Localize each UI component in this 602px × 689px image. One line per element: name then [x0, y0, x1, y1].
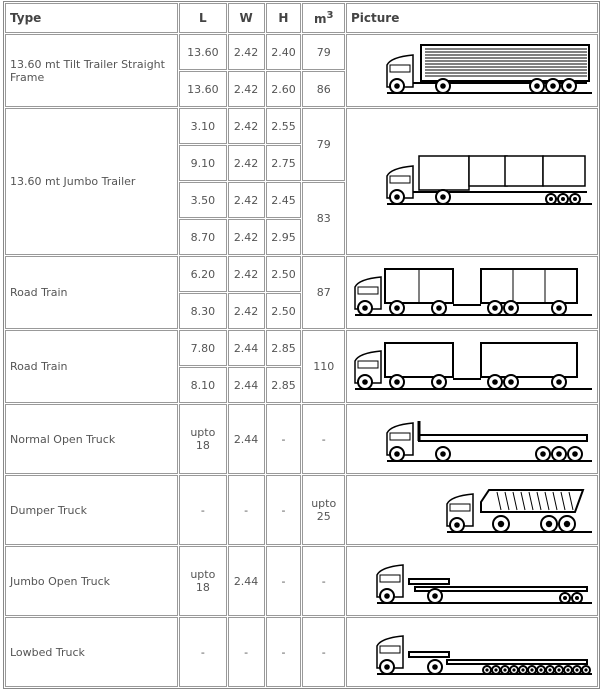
volume-cell: - [302, 404, 345, 474]
length-cell: 6.20 [179, 256, 227, 292]
width-cell: 2.42 [227, 145, 265, 181]
table-row: Road Train 7.80 2.44 2.85 110 [5, 330, 598, 403]
height-cell: 2.60 [265, 71, 302, 107]
volume-cell: - [302, 617, 345, 687]
height-cell: 2.50 [265, 256, 302, 292]
length-cell: 13.60 [179, 71, 227, 107]
height-cell: - [265, 617, 302, 687]
dumper-truck-icon [346, 475, 598, 545]
header-picture: Picture [346, 3, 598, 33]
height-cell: 2.95 [265, 219, 302, 255]
volume-cell: 83 [302, 182, 345, 255]
width-cell: 2.44 [227, 404, 265, 474]
road-train-curtain-truck-icon [346, 330, 598, 403]
length-cell: 13.60 [179, 34, 227, 70]
table-row: 13.60 mt Jumbo Trailer 3.10 2.42 2.55 79 [5, 108, 598, 255]
volume-cell: 86 [302, 71, 345, 107]
jumbo-open-truck-icon [346, 546, 598, 616]
width-cell: - [227, 475, 265, 545]
volume-cell: 79 [302, 108, 345, 181]
width-cell: 2.42 [227, 182, 265, 218]
height-cell: - [265, 546, 302, 616]
height-cell: 2.75 [265, 145, 302, 181]
header-volume: m3 [302, 3, 345, 33]
height-cell: 2.45 [265, 182, 302, 218]
length-cell: 7.80 [179, 330, 227, 366]
lowbed-truck-icon [346, 617, 598, 687]
type-cell: Road Train [5, 256, 179, 329]
width-cell: 2.44 [227, 546, 265, 616]
header-length: L [179, 3, 227, 33]
height-cell: - [265, 404, 302, 474]
width-cell: 2.42 [227, 34, 265, 70]
volume-cell: - [302, 546, 345, 616]
height-cell: 2.40 [265, 34, 302, 70]
width-cell: 2.42 [227, 71, 265, 107]
length-cell: - [179, 617, 227, 687]
table-row: Dumper Truck - - - upto 25 [5, 475, 598, 545]
table-row: 13.60 2.42 2.60 86 [5, 71, 598, 107]
length-cell: - [179, 475, 227, 545]
height-cell: 2.55 [265, 108, 302, 144]
jumbo-trailer-truck-icon [346, 108, 598, 255]
width-cell: 2.44 [227, 330, 265, 366]
header-volume-exp: 3 [326, 10, 334, 21]
header-row: Type L W H m3 Picture [5, 3, 598, 33]
width-cell: 2.42 [227, 108, 265, 144]
table-row: 9.10 2.42 2.75 [5, 145, 598, 181]
length-cell: 8.10 [179, 367, 227, 403]
type-cell: 13.60 mt Jumbo Trailer [5, 108, 179, 255]
height-cell: - [265, 475, 302, 545]
type-cell: 13.60 mt Tilt Trailer Straight Frame [5, 34, 179, 107]
open-truck-icon [346, 404, 598, 474]
type-cell: Jumbo Open Truck [5, 546, 179, 616]
length-cell: 8.70 [179, 219, 227, 255]
table-row: Normal Open Truck upto 18 2.44- - [5, 404, 598, 474]
height-cell: 2.50 [265, 293, 302, 329]
length-cell: upto 18 [179, 404, 227, 474]
header-width: W [227, 3, 265, 33]
length-cell: 3.50 [179, 182, 227, 218]
volume-cell: 87 [302, 256, 345, 329]
width-cell: 2.42 [227, 256, 265, 292]
table-row: 3.50 2.42 2.45 83 [5, 182, 598, 255]
width-cell: 2.44 [227, 367, 265, 403]
volume-cell: upto 25 [302, 475, 345, 545]
length-cell: 8.30 [179, 293, 227, 329]
header-volume-unit: m [313, 12, 327, 26]
table-row: 8.10 2.44 2.85 [5, 367, 598, 403]
length-cell: 3.10 [179, 108, 227, 144]
type-cell: Dumper Truck [5, 475, 179, 545]
length-cell: 9.10 [179, 145, 227, 181]
type-cell: Normal Open Truck [5, 404, 179, 474]
tilt-trailer-truck-icon [346, 34, 598, 107]
table-row: 8.30 2.42 2.50 [5, 293, 598, 329]
table-row: 13.60 mt Tilt Trailer Straight Frame 13.6… [5, 34, 598, 107]
volume-cell: 79 [302, 34, 345, 70]
height-cell: 2.85 [265, 330, 302, 366]
type-cell: Lowbed Truck [5, 617, 179, 687]
table-row: Road Train 6.20 2.42 2.50 87 [5, 256, 598, 329]
table-row: Jumbo Open Truck upto 18 2.44- - [5, 546, 598, 616]
header-height: H [265, 3, 302, 33]
table-row: Lowbed Truck - - - - [5, 617, 598, 687]
type-cell: Road Train [5, 330, 179, 403]
volume-cell: 110 [302, 330, 345, 403]
length-cell: upto 18 [179, 546, 227, 616]
width-cell: 2.42 [227, 219, 265, 255]
truck-types-table: Type L W H m3 Picture 13.60 mt Tilt Trai… [3, 1, 600, 689]
header-type: Type [5, 3, 179, 33]
width-cell: - [227, 617, 265, 687]
width-cell: 2.42 [227, 293, 265, 329]
road-train-truck-icon [346, 256, 598, 329]
table-row: 8.70 2.42 2.95 [5, 219, 598, 255]
height-cell: 2.85 [265, 367, 302, 403]
